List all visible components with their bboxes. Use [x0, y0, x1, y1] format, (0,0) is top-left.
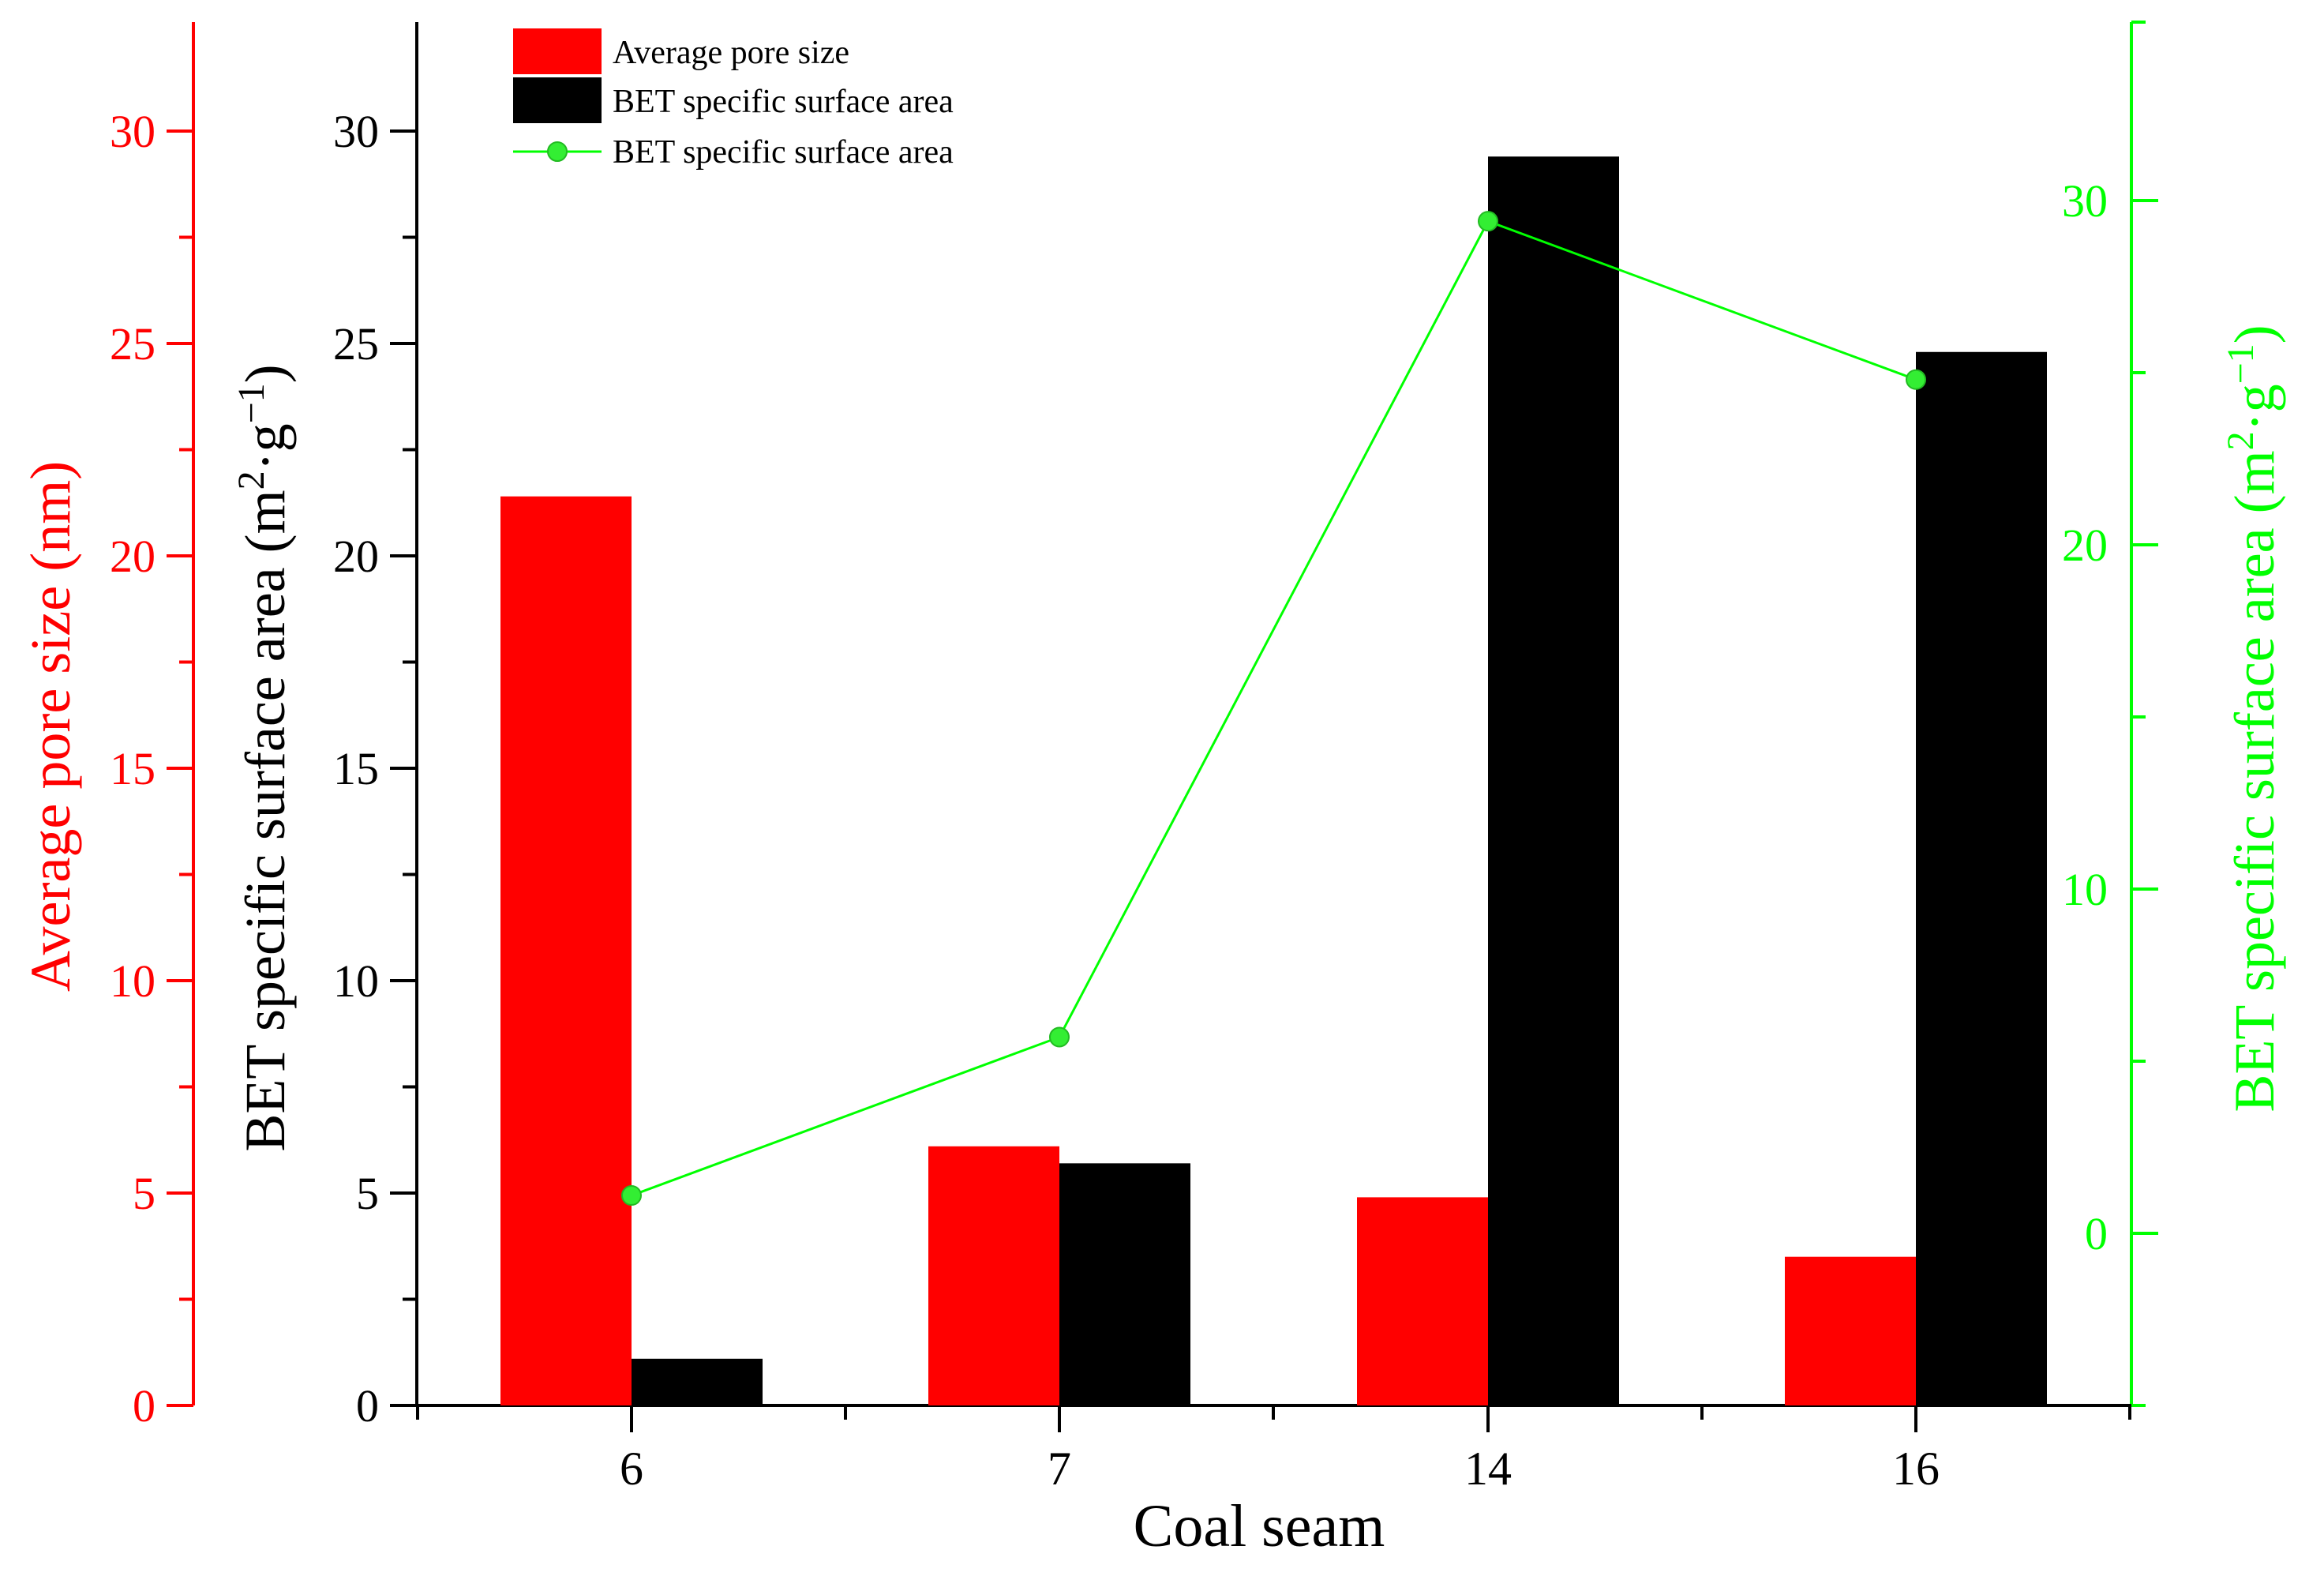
- bet-right-axis-title-label-sup2: −1: [2220, 343, 2262, 384]
- bet-right-axis-title-label-sup1: 2: [2220, 431, 2262, 450]
- bet-axis-tick-label: 10: [333, 955, 379, 1007]
- bet-axis-tick-label: 25: [333, 318, 379, 370]
- bet-axis-title-label-mid: ·g: [234, 423, 297, 471]
- legend-marker-bet-line: [547, 141, 568, 162]
- bet-axis-tick-label: 20: [333, 531, 379, 582]
- bet-axis-title-label-end: ): [234, 364, 297, 383]
- bet-axis-tick-label: 0: [356, 1380, 379, 1432]
- x-axis-tick-label: 16: [1892, 1443, 1940, 1495]
- line-point-bet-specific-surface-area: [1906, 369, 1926, 390]
- x-axis-tick-label: 14: [1464, 1443, 1512, 1495]
- line-point-bet-specific-surface-area: [1478, 211, 1498, 232]
- bar-average-pore-size: [928, 1146, 1059, 1405]
- line-bet-specific-surface-area: [631, 220, 1917, 1197]
- bet-axis-title-label-sup2: −1: [231, 383, 272, 423]
- bet-axis-title: BET specific surface area (m2·g−1): [231, 364, 297, 1151]
- bet-right-axis-tick-label: 0: [2085, 1208, 2108, 1259]
- bet-right-axis-title-label-main: BET specific surface area (m: [2223, 450, 2286, 1112]
- legend-label-average-pore-size: Average pore size: [613, 35, 849, 71]
- bar-bet-specific-surface-area: [1488, 156, 1619, 1405]
- bet-axis-tick-label: 30: [333, 106, 379, 157]
- x-axis-title: Coal seam: [1134, 1493, 1385, 1559]
- bet-right-axis-title: BET specific surface area (m2·g−1): [2220, 325, 2286, 1112]
- legend-swatch-bet-bar: [513, 77, 602, 123]
- bet-right-axis-tick-label: 30: [2062, 175, 2108, 227]
- bar-average-pore-size: [1357, 1197, 1488, 1405]
- bar-average-pore-size: [500, 496, 632, 1406]
- bet-axis-tick-label: 5: [356, 1168, 379, 1219]
- bet-axis-title-label-sup1: 2: [231, 471, 272, 490]
- legend-swatch-average-pore-size: [513, 28, 602, 74]
- pore-size-axis-tick-label: 10: [110, 955, 156, 1007]
- pore-size-axis-tick-label: 30: [110, 106, 156, 157]
- pore-size-axis-tick-label: 5: [133, 1168, 156, 1219]
- pore-size-axis-title: Average pore size (nm): [19, 461, 82, 992]
- pore-size-axis-tick-label: 0: [133, 1380, 156, 1432]
- bet-axis-tick-label: 15: [333, 743, 379, 794]
- line-point-bet-specific-surface-area: [1049, 1026, 1070, 1048]
- x-axis-tick-label: 6: [620, 1443, 643, 1495]
- bar-bet-specific-surface-area: [1916, 351, 2047, 1405]
- legend-label-bet-bar: BET specific surface area: [613, 84, 954, 120]
- line-point-bet-specific-surface-area: [621, 1185, 642, 1206]
- bet-right-axis-tick-label: 10: [2062, 864, 2108, 915]
- legend-label-bet-line: BET specific surface area: [613, 134, 954, 171]
- pore-size-axis-tick-label: 15: [110, 743, 156, 794]
- bar-bet-specific-surface-area: [1059, 1163, 1190, 1405]
- bet-right-axis-title-label-mid: ·g: [2223, 384, 2286, 431]
- bet-axis-title-label-main: BET specific surface area (m: [234, 490, 297, 1151]
- pore-size-axis-tick-label: 20: [110, 531, 156, 582]
- bar-bet-specific-surface-area: [632, 1358, 763, 1405]
- x-axis-tick-label: 7: [1048, 1443, 1071, 1495]
- bet-right-axis-tick-label: 20: [2062, 520, 2108, 571]
- pore-size-axis-tick-label: 25: [110, 318, 156, 370]
- bet-right-axis-title-label-end: ): [2223, 325, 2286, 343]
- bar-average-pore-size: [1785, 1256, 1916, 1405]
